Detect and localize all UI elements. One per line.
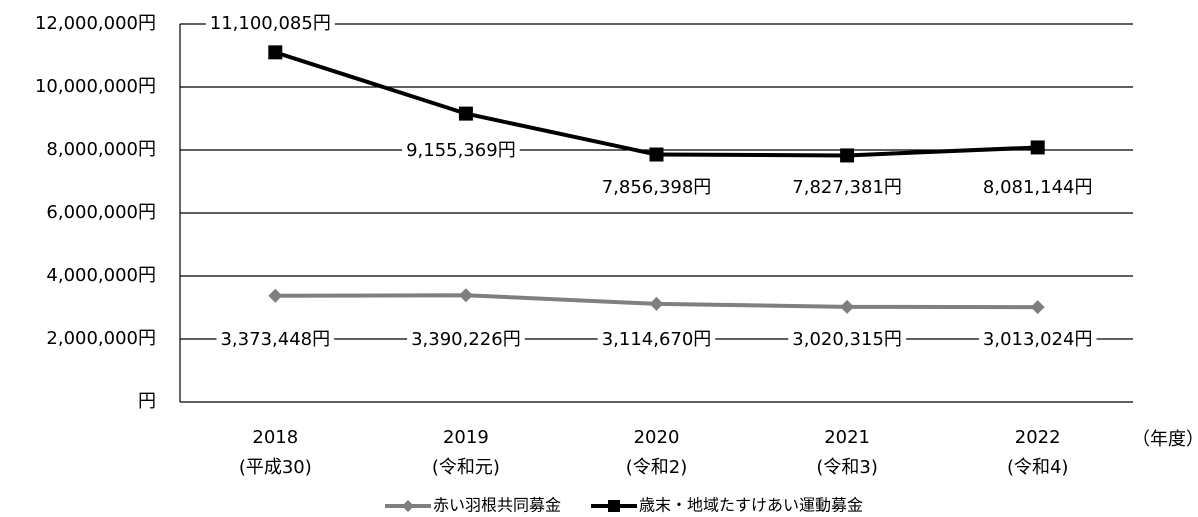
data-label-group: 9,155,369円 bbox=[402, 139, 520, 162]
legend-marker bbox=[402, 500, 414, 512]
data-label-group: 3,390,226円 bbox=[407, 328, 525, 351]
y-tick-label: 2,000,000円 bbox=[46, 328, 156, 349]
x-tick-sublabel: (平成30) bbox=[239, 457, 312, 478]
data-label: 3,390,226円 bbox=[411, 329, 521, 350]
data-label-bg bbox=[216, 328, 335, 351]
x-tick-label: 2022 bbox=[1015, 427, 1061, 448]
data-label-bg bbox=[597, 176, 716, 199]
x-tick-sublabel: (令和3) bbox=[816, 457, 878, 478]
legend-label: 赤い羽根共同募金 bbox=[433, 496, 561, 515]
data-label-bg bbox=[788, 328, 906, 351]
marker bbox=[840, 148, 855, 163]
x-tick-label: 2020 bbox=[634, 427, 680, 448]
marker bbox=[649, 296, 664, 311]
marker bbox=[840, 299, 855, 314]
series-line bbox=[274, 50, 1038, 158]
data-label: 3,013,024円 bbox=[983, 329, 1093, 350]
y-tick-label: 10,000,000円 bbox=[35, 76, 156, 97]
data-label: 7,856,398円 bbox=[602, 177, 712, 198]
x-tick-label: 2018 bbox=[252, 427, 298, 448]
marker bbox=[458, 106, 473, 121]
data-label-group: 7,827,381円 bbox=[788, 176, 906, 199]
data-label: 3,020,315円 bbox=[792, 329, 902, 350]
marker bbox=[1030, 300, 1045, 315]
data-label-group: 8,081,144円 bbox=[978, 176, 1097, 199]
data-label-group: 3,013,024円 bbox=[978, 328, 1097, 351]
legend-label: 歳末・地域たすけあい運動募金 bbox=[639, 496, 863, 515]
y-tick-label: 6,000,000円 bbox=[46, 202, 156, 223]
data-label-group: 11,100,085円 bbox=[205, 12, 335, 35]
x-tick-sublabel: (令和元) bbox=[432, 457, 500, 478]
data-label-bg bbox=[788, 176, 906, 199]
y-tick-label: 4,000,000円 bbox=[46, 265, 156, 286]
x-axis-label: （年度） bbox=[1132, 429, 1198, 450]
data-label-group: 3,114,670円 bbox=[597, 328, 716, 351]
x-tick-sublabel: (令和4) bbox=[1007, 457, 1069, 478]
y-tick-label: 8,000,000円 bbox=[46, 139, 156, 160]
y-tick-label: 12,000,000円 bbox=[35, 13, 156, 34]
data-label-bg bbox=[597, 328, 716, 351]
legend-marker bbox=[608, 500, 621, 512]
x-tick-sublabel: (令和2) bbox=[626, 457, 688, 478]
data-label-group: 3,373,448円 bbox=[216, 328, 335, 351]
data-label-bg bbox=[205, 12, 335, 35]
marker bbox=[649, 147, 664, 162]
data-label: 8,081,144円 bbox=[983, 177, 1093, 198]
data-label: 3,114,670円 bbox=[602, 329, 712, 350]
marker bbox=[268, 288, 283, 303]
data-label-bg bbox=[978, 176, 1097, 199]
x-tick-label: 2021 bbox=[824, 427, 870, 448]
data-label-group: 7,856,398円 bbox=[597, 176, 716, 199]
data-label: 11,100,085円 bbox=[210, 13, 331, 34]
x-tick-label: 2019 bbox=[443, 427, 489, 448]
data-label: 7,827,381円 bbox=[792, 177, 902, 198]
marker bbox=[1030, 140, 1045, 155]
marker bbox=[268, 45, 283, 60]
data-label-bg bbox=[402, 139, 520, 162]
data-label-bg bbox=[407, 328, 525, 351]
data-label-group: 3,020,315円 bbox=[788, 328, 906, 351]
data-label: 9,155,369円 bbox=[406, 140, 516, 161]
marker bbox=[458, 288, 473, 303]
data-label: 3,373,448円 bbox=[220, 329, 330, 350]
y-tick-label: 円 bbox=[138, 391, 156, 412]
data-label-bg bbox=[978, 328, 1097, 351]
